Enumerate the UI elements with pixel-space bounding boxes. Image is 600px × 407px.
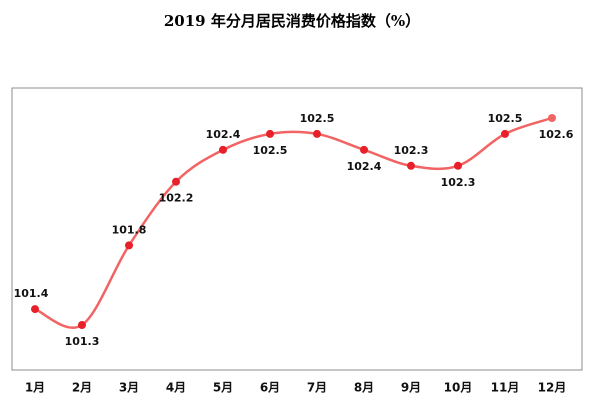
data-label: 102.6 <box>539 128 574 141</box>
x-tick-label: 7月 <box>307 381 327 395</box>
data-label: 102.4 <box>206 128 241 141</box>
data-label: 102.3 <box>394 144 429 157</box>
data-label: 102.3 <box>441 176 476 189</box>
x-tick-label: 1月 <box>25 381 45 395</box>
data-label: 102.5 <box>300 112 335 125</box>
x-tick-label: 5月 <box>213 381 233 395</box>
x-tick-label: 10月 <box>444 381 473 395</box>
x-tick-label: 11月 <box>491 381 520 395</box>
data-label: 102.2 <box>159 192 194 205</box>
chart-title: 2019 年分月居民消费价格指数（%） <box>164 12 420 30</box>
marker <box>219 145 227 154</box>
x-tick-label: 2月 <box>72 381 92 395</box>
marker <box>313 129 321 138</box>
marker <box>501 129 509 138</box>
x-tick-label: 9月 <box>401 381 421 395</box>
marker <box>172 177 180 186</box>
marker <box>360 145 368 154</box>
marker <box>125 241 133 250</box>
marker <box>31 305 39 314</box>
data-label: 101.4 <box>14 287 49 300</box>
data-label: 101.3 <box>65 335 100 348</box>
x-tick-label: 3月 <box>119 381 139 395</box>
x-tick-label: 12月 <box>538 381 567 395</box>
x-tick-label: 8月 <box>354 381 374 395</box>
marker <box>78 321 86 329</box>
data-label: 102.5 <box>253 144 288 157</box>
plot-frame <box>11 87 583 371</box>
marker <box>548 114 556 122</box>
marker <box>407 161 415 170</box>
data-label: 102.5 <box>488 112 523 125</box>
x-tick-label: 4月 <box>166 381 186 395</box>
marker <box>454 161 462 170</box>
marker <box>266 129 274 138</box>
x-tick-label: 6月 <box>260 381 280 395</box>
data-label: 101.8 <box>112 223 147 236</box>
data-label: 102.4 <box>347 160 382 173</box>
